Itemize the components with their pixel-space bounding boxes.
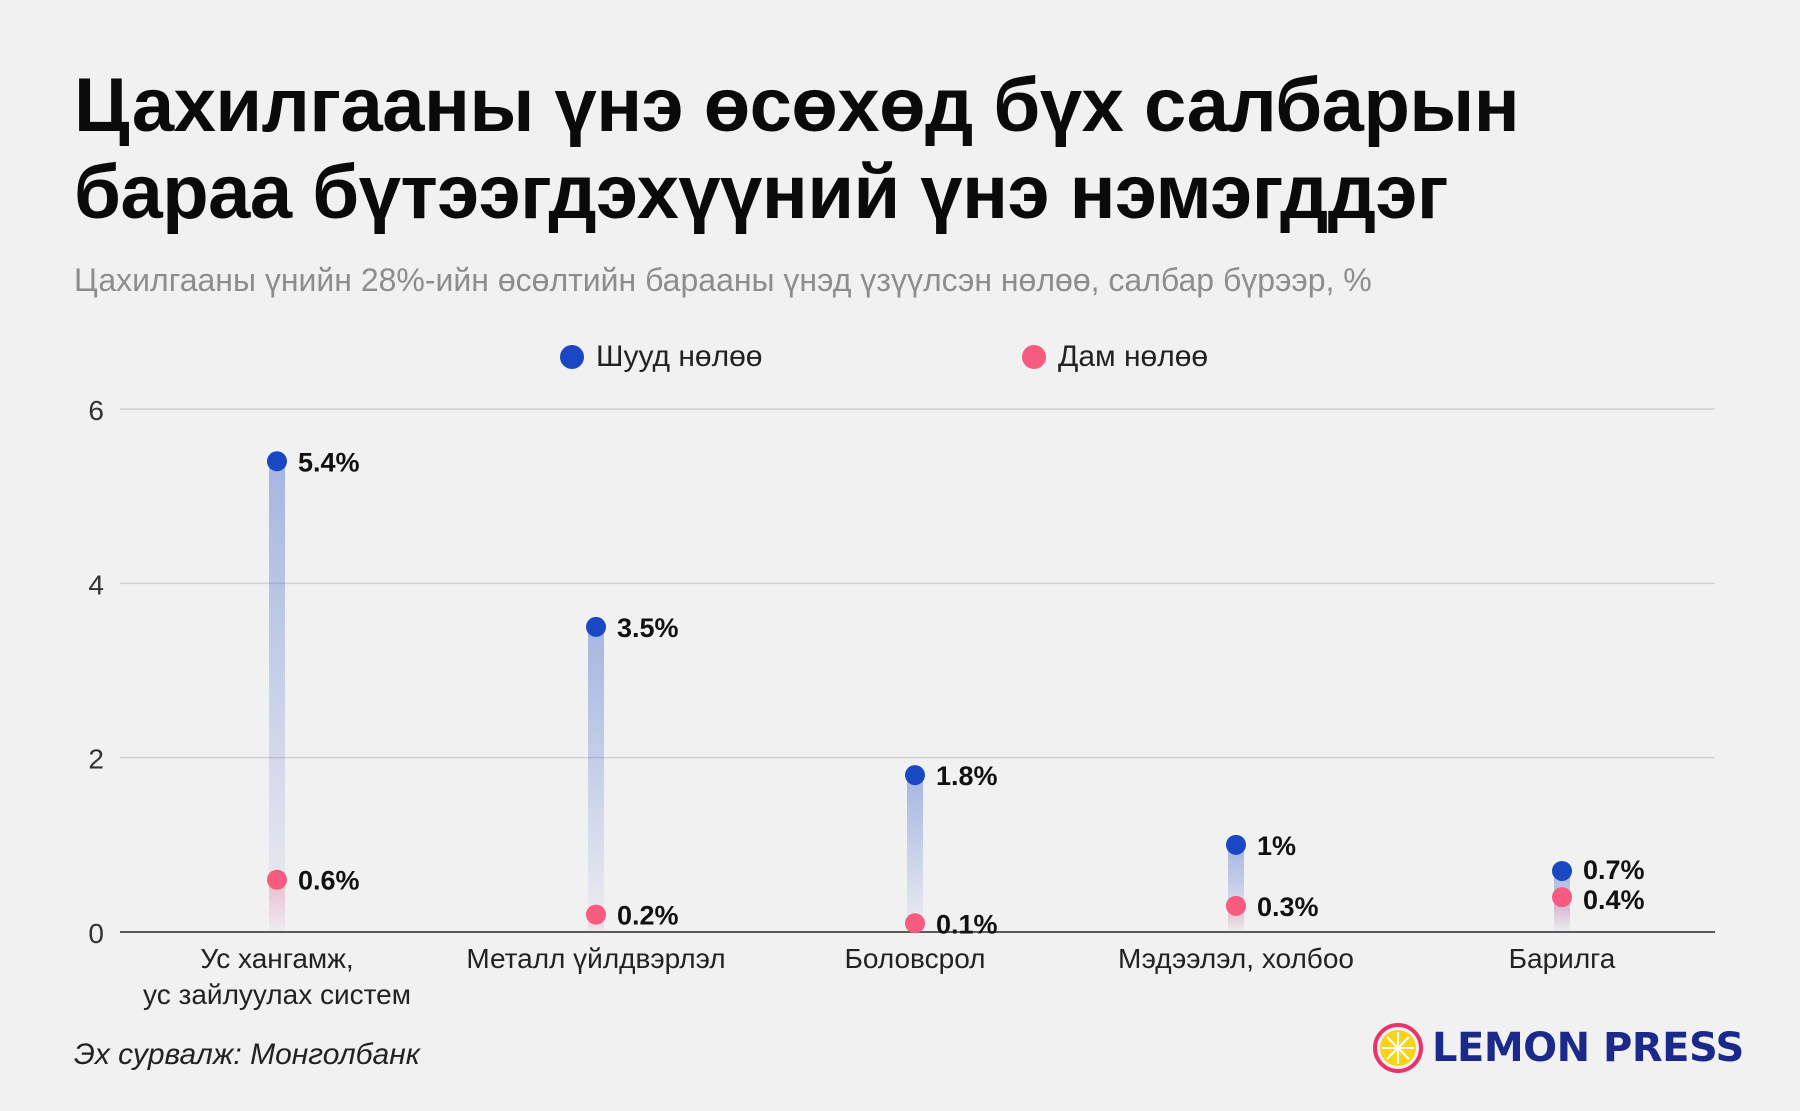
indirect-dot: [267, 869, 287, 890]
x-category-label: Металл үйлдвэрлэл: [466, 943, 725, 974]
x-category-label-line: Металл үйлдвэрлэл: [466, 943, 725, 974]
direct-dot: [905, 765, 925, 786]
direct-dot: [267, 451, 287, 472]
indirect-dot: [905, 913, 925, 934]
source-note: Эх сурвалж: Монголбанк: [74, 1038, 420, 1071]
chart-title-line-1: Цахилгааны үнэ өсөхөд бүх салбарын: [74, 63, 1520, 148]
brand-name: LEMON PRESS: [1432, 1025, 1744, 1071]
legend-indirect-dot: [1022, 345, 1046, 369]
direct-dot: [1226, 834, 1246, 855]
x-category-label-line: Мэдээлэл, холбоо: [1118, 943, 1354, 974]
x-category-label-line: Боловсрол: [845, 943, 986, 974]
dot-chart: 0 2 4 6 5.4% 0.6% Ус хангамж, ус зайлуулах сист…: [88, 395, 1715, 1010]
y-tick-label: 6: [88, 395, 104, 426]
direct-value-label: 0.7%: [1583, 855, 1645, 885]
direct-stem: [269, 461, 285, 932]
direct-value-label: 1.8%: [936, 761, 998, 791]
legend-direct-label: Шууд нөлөө: [596, 340, 763, 373]
direct-value-label: 1%: [1257, 831, 1296, 861]
indirect-dot: [1552, 887, 1572, 908]
y-tick-label: 0: [88, 918, 104, 949]
direct-stem: [907, 775, 923, 932]
x-category-label: Мэдээлэл, холбоо: [1118, 943, 1354, 974]
legend: Шууд нөлөө Дам нөлөө: [0, 340, 1800, 380]
indirect-dot: [586, 904, 606, 925]
x-category-label-line: Барилга: [1509, 943, 1616, 974]
indirect-value-label: 0.2%: [617, 901, 679, 931]
brand-logo: LEMON PRESS: [1372, 1022, 1744, 1074]
direct-stem: [588, 626, 604, 932]
chart-title: Цахилгааны үнэ өсөхөд бүх салбарын бараа…: [74, 62, 1724, 236]
chart-subtitle: Цахилгааны үнийн 28%-ийн өсөлтийн бараан…: [74, 262, 1372, 298]
legend-item-direct: Шууд нөлөө: [560, 340, 762, 374]
lemon-logo-icon: [1373, 1023, 1423, 1073]
direct-value-label: 5.4%: [298, 447, 360, 477]
indirect-value-label: 0.1%: [936, 909, 998, 939]
direct-dot: [1552, 860, 1572, 881]
x-category-label: Боловсрол: [845, 943, 986, 974]
x-category-label-line: ус зайлуулах систем: [143, 979, 411, 1010]
direct-dot: [586, 616, 606, 637]
indirect-value-label: 0.3%: [1257, 892, 1319, 922]
indirect-value-label: 0.4%: [1583, 885, 1645, 915]
legend-indirect-label: Дам нөлөө: [1058, 340, 1209, 373]
indirect-value-label: 0.6%: [298, 866, 360, 896]
indirect-stem: [269, 879, 285, 932]
legend-direct-dot: [560, 345, 584, 369]
x-category-label-line: Ус хангамж,: [200, 943, 353, 974]
x-category-label: Ус хангамж, ус зайлуулах систем: [143, 943, 411, 1010]
indirect-dot: [1226, 895, 1246, 916]
direct-value-label: 3.5%: [617, 613, 679, 643]
x-category-label: Барилга: [1509, 943, 1616, 974]
y-tick-label: 4: [88, 569, 104, 600]
chart-title-line-2: бараа бүтээгдэхүүний үнэ нэмэгддэг: [74, 150, 1449, 235]
y-tick-label: 2: [88, 744, 104, 775]
legend-item-indirect: Дам нөлөө: [1022, 340, 1208, 374]
